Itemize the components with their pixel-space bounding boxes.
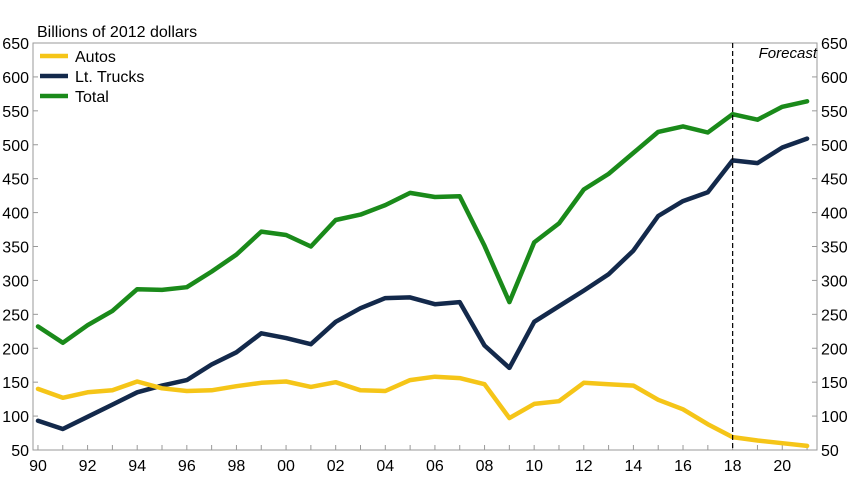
right-y-tick-label-50: 50 xyxy=(821,443,839,460)
x-tick-label-12: 12 xyxy=(575,458,593,475)
x-tick-label-20: 20 xyxy=(773,458,791,475)
series-line-total xyxy=(35,99,810,346)
left-y-tick-label-150: 150 xyxy=(2,375,29,392)
x-tick-label-06: 06 xyxy=(426,458,444,475)
left-y-tick-label-450: 450 xyxy=(2,172,29,189)
left-y-tick-label-550: 550 xyxy=(2,104,29,121)
legend-label-lt-trucks: Lt. Trucks xyxy=(75,69,144,86)
left-y-tick-label-600: 600 xyxy=(2,70,29,87)
y-axis-title: Billions of 2012 dollars xyxy=(37,24,197,41)
right-y-tick-label-400: 400 xyxy=(821,206,848,223)
x-ticks: 90 92 94 96 98 00 02 04 06 08 10 12 14 16 18 20 xyxy=(29,445,808,475)
right-y-tick-label-600: 600 xyxy=(821,70,848,87)
x-tick-label-18: 18 xyxy=(724,458,742,475)
x-tick-label-14: 14 xyxy=(625,458,643,475)
right-y-tick-label-250: 250 xyxy=(821,307,848,324)
x-tick-label-04: 04 xyxy=(376,458,394,475)
legend: Autos Lt. Trucks Total xyxy=(40,49,144,106)
left-y-ticks: 50 100 150 200 250 300 350 400 450 500 550 600 650 xyxy=(2,36,38,460)
legend-label-autos: Autos xyxy=(75,49,116,66)
right-y-tick-label-550: 550 xyxy=(821,104,848,121)
x-tick-label-90: 90 xyxy=(29,458,47,475)
x-tick-label-16: 16 xyxy=(674,458,692,475)
x-tick-label-98: 98 xyxy=(228,458,246,475)
left-y-tick-label-100: 100 xyxy=(2,409,29,426)
left-y-tick-label-50: 50 xyxy=(11,443,29,460)
right-y-tick-label-300: 300 xyxy=(821,273,848,290)
series-line-lt-trucks xyxy=(35,136,810,432)
right-y-tick-label-150: 150 xyxy=(821,375,848,392)
right-y-tick-label-500: 500 xyxy=(821,138,848,155)
series-lines xyxy=(35,99,810,449)
x-tick-label-00: 00 xyxy=(277,458,295,475)
series-line-autos xyxy=(35,374,810,449)
left-y-tick-label-400: 400 xyxy=(2,206,29,223)
x-tick-label-94: 94 xyxy=(128,458,146,475)
left-y-tick-label-650: 650 xyxy=(2,36,29,53)
right-y-tick-label-350: 350 xyxy=(821,240,848,257)
left-y-tick-label-500: 500 xyxy=(2,138,29,155)
right-y-tick-label-100: 100 xyxy=(821,409,848,426)
legend-label-total: Total xyxy=(75,89,109,106)
right-y-tick-label-200: 200 xyxy=(821,341,848,358)
left-y-tick-label-300: 300 xyxy=(2,273,29,290)
right-y-tick-label-450: 450 xyxy=(821,172,848,189)
left-y-tick-label-350: 350 xyxy=(2,240,29,257)
left-y-tick-label-250: 250 xyxy=(2,307,29,324)
x-tick-label-92: 92 xyxy=(79,458,97,475)
forecast-label: Forecast xyxy=(759,45,818,62)
x-tick-label-08: 08 xyxy=(476,458,494,475)
x-tick-label-02: 02 xyxy=(327,458,345,475)
x-tick-label-96: 96 xyxy=(178,458,196,475)
left-y-tick-label-200: 200 xyxy=(2,341,29,358)
right-y-tick-label-650: 650 xyxy=(821,36,848,53)
right-y-ticks: 50 100 150 200 250 300 350 400 450 500 550 600 650 xyxy=(812,36,848,460)
x-tick-label-10: 10 xyxy=(525,458,543,475)
